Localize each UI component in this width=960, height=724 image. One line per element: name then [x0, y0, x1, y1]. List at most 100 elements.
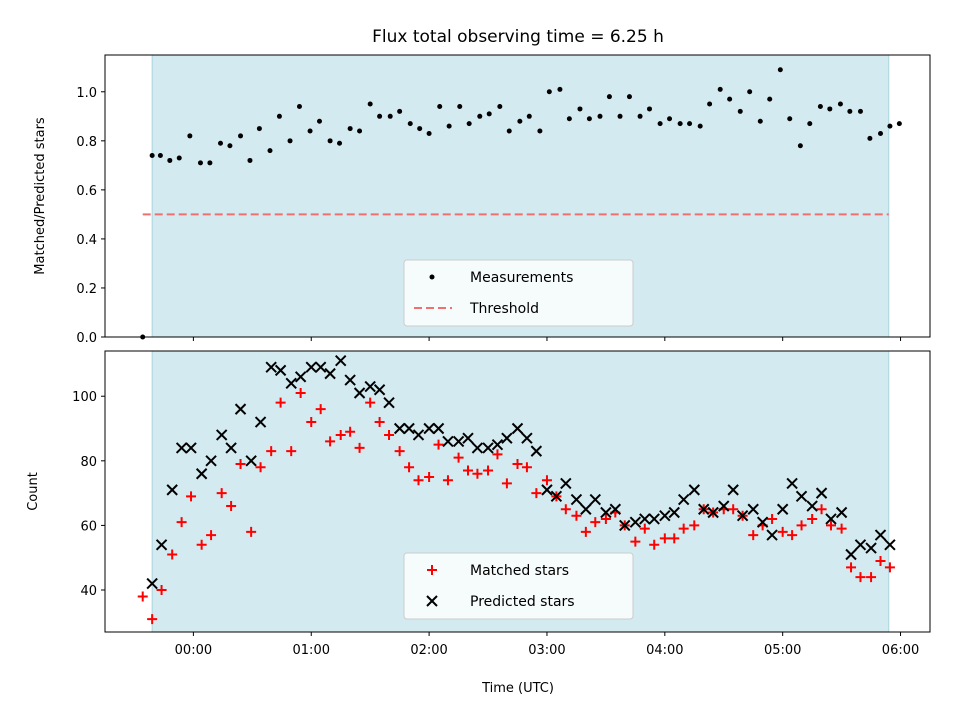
measurement-point	[187, 133, 193, 139]
predicted-star-point	[776, 503, 789, 515]
x-axis-label: Time (UTC)	[481, 681, 554, 696]
predicted-star-point	[393, 422, 406, 435]
predicted-star-point	[629, 516, 642, 528]
matched-star-point	[560, 504, 571, 515]
legend-entry-label: Matched stars	[470, 563, 569, 579]
predicted-star-point	[225, 442, 237, 454]
predicted-star-point	[215, 429, 228, 441]
predicted-star-point	[432, 422, 445, 435]
matched-star-point	[796, 520, 807, 531]
matched-star-point	[639, 523, 650, 534]
predicted-star-point	[471, 442, 484, 454]
measurement-point	[357, 128, 363, 134]
measurement-point	[497, 103, 503, 109]
predicted-star-point	[756, 516, 769, 528]
matched-star-point	[659, 533, 670, 544]
predicted-star-point	[155, 539, 168, 551]
bottom-axes-frame	[104, 350, 931, 633]
measurement-point	[887, 123, 893, 129]
matched-star-point	[306, 417, 317, 428]
measurement-point	[878, 130, 883, 136]
matched-star-point	[875, 555, 886, 566]
measurement-point	[657, 121, 663, 127]
measurement-point	[867, 135, 873, 141]
matched-star-point	[884, 562, 895, 573]
measurement-point	[197, 160, 203, 166]
predicted-star-point	[795, 490, 808, 503]
matched-star-point	[600, 513, 611, 524]
measurement-point	[546, 89, 552, 95]
measurement-point	[557, 86, 563, 92]
measurement-point	[247, 157, 253, 163]
predicted-star-point	[245, 455, 257, 467]
top-y-tick-label: 0.2	[76, 282, 97, 297]
measurement-point	[227, 143, 233, 149]
predicted-star-point	[884, 539, 896, 551]
x-tick-label: 06:00	[882, 643, 919, 658]
matched-star-point	[571, 510, 582, 521]
measurement-point	[847, 108, 853, 114]
measurement-point	[626, 94, 632, 100]
measurement-point	[727, 96, 733, 102]
predicted-star-point	[412, 429, 425, 441]
predicted-star-point	[874, 529, 887, 541]
predicted-star-point	[600, 506, 612, 519]
x-tick-label: 05:00	[764, 643, 801, 658]
measurement-point	[446, 123, 452, 129]
matched-star-point	[689, 520, 700, 531]
matched-star-point	[315, 404, 326, 415]
measurement-point	[437, 103, 443, 109]
top-panel: 0.0 0.2 0.4 0.6 0.8 1.0 Measurements Threshold	[76, 54, 931, 346]
predicted-star-point	[736, 510, 749, 522]
predicted-star-point	[806, 500, 818, 512]
top-axes-frame	[104, 54, 931, 338]
matched-star-point	[137, 591, 148, 602]
predicted-star-point	[698, 503, 710, 515]
matched-star-point	[483, 465, 494, 476]
matched-star-point	[404, 462, 415, 473]
measurement-point	[256, 126, 262, 132]
measurement-point	[817, 103, 823, 109]
matched-star-point	[649, 539, 660, 550]
predicted-star-point	[442, 435, 454, 448]
matched-star-point	[846, 562, 857, 573]
chart-title: Flux total observing time = 6.25 h	[372, 27, 664, 47]
predicted-star-point	[185, 442, 197, 454]
predicted-star-point	[530, 445, 543, 457]
matched-star-point	[492, 449, 503, 460]
measurement-point	[526, 113, 532, 119]
predicted-star-point	[195, 468, 208, 480]
matched-star-point	[295, 387, 306, 398]
predicted-star-point	[854, 539, 867, 551]
measurement-point	[296, 103, 302, 109]
matched-star-point	[156, 585, 167, 596]
predicted-star-point	[166, 484, 178, 496]
measurement-point	[637, 113, 643, 119]
measurement-point	[747, 89, 753, 95]
matched-star-point	[286, 446, 297, 457]
matched-star-point	[501, 478, 512, 489]
matched-star-point	[335, 429, 346, 440]
matched-star-point	[816, 504, 827, 515]
measurement-point	[896, 121, 902, 127]
matched-star-point	[728, 504, 739, 515]
measurement-point	[486, 111, 492, 117]
matched-star-point	[424, 471, 435, 482]
bottom-legend: Matched stars Predicted stars	[403, 552, 634, 620]
matched-star-point	[226, 501, 237, 512]
measurement-point	[647, 106, 652, 112]
measurement-point	[787, 116, 793, 122]
matched-star-point	[266, 446, 277, 457]
bottom-y-tick-label: 80	[80, 455, 97, 470]
predicted-star-point	[825, 513, 837, 525]
measurement-point	[157, 153, 163, 159]
predicted-star-point	[294, 371, 307, 383]
chart-layer: 0.0 0.2 0.4 0.6 0.8 1.0 Measurements Threshold 4…	[72, 54, 931, 658]
predicted-star-point	[324, 367, 336, 380]
matched-star-point	[669, 533, 680, 544]
matched-star-point	[472, 468, 483, 479]
matched-star-point	[374, 417, 385, 428]
matched-star-point	[354, 442, 365, 453]
predicted-star-point	[521, 432, 533, 444]
